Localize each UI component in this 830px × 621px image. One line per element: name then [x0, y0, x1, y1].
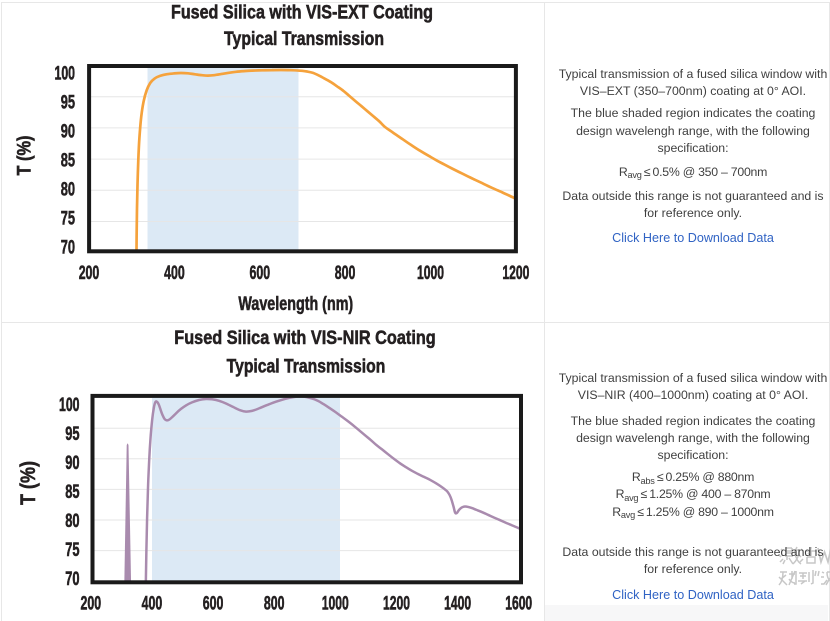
svg-text:85: 85 [61, 151, 76, 172]
svg-text:100: 100 [55, 64, 76, 85]
svg-text:400: 400 [164, 263, 185, 284]
svg-text:200: 200 [81, 594, 102, 615]
svg-text:1200: 1200 [502, 263, 529, 284]
svg-text:T (%): T (%) [16, 461, 40, 505]
svg-text:1200: 1200 [383, 594, 410, 615]
svg-text:80: 80 [61, 180, 75, 201]
svg-text:Fused Silica with VIS-EXT Coat: Fused Silica with VIS-EXT Coating [171, 1, 433, 23]
svg-text:Typical Transmission: Typical Transmission [227, 355, 386, 377]
svg-text:1000: 1000 [417, 263, 444, 284]
svg-text:95: 95 [61, 93, 76, 114]
svg-text:70: 70 [65, 569, 79, 590]
svg-text:T (%): T (%) [15, 136, 36, 176]
svg-text:80: 80 [65, 511, 79, 532]
svg-text:400: 400 [142, 594, 163, 615]
svg-text:800: 800 [335, 263, 356, 284]
svg-text:75: 75 [61, 209, 76, 230]
svg-text:600: 600 [203, 594, 224, 615]
svg-text:Fused Silica with VIS-NIR Coat: Fused Silica with VIS-NIR Coating [174, 327, 436, 349]
svg-text:200: 200 [79, 263, 100, 284]
svg-text:75: 75 [65, 540, 80, 561]
svg-text:1400: 1400 [444, 594, 471, 615]
svg-text:Wavelength (nm): Wavelength (nm) [238, 294, 353, 315]
svg-text:600: 600 [250, 263, 271, 284]
svg-text:Typical Transmission: Typical Transmission [224, 28, 384, 50]
svg-text:70: 70 [61, 237, 75, 258]
svg-text:100: 100 [59, 395, 80, 416]
svg-text:90: 90 [65, 453, 79, 474]
svg-text:90: 90 [61, 122, 75, 143]
svg-text:800: 800 [264, 594, 285, 615]
svg-text:1600: 1600 [505, 594, 532, 615]
svg-text:1000: 1000 [322, 594, 349, 615]
svg-text:95: 95 [65, 424, 80, 445]
svg-text:85: 85 [65, 482, 80, 503]
